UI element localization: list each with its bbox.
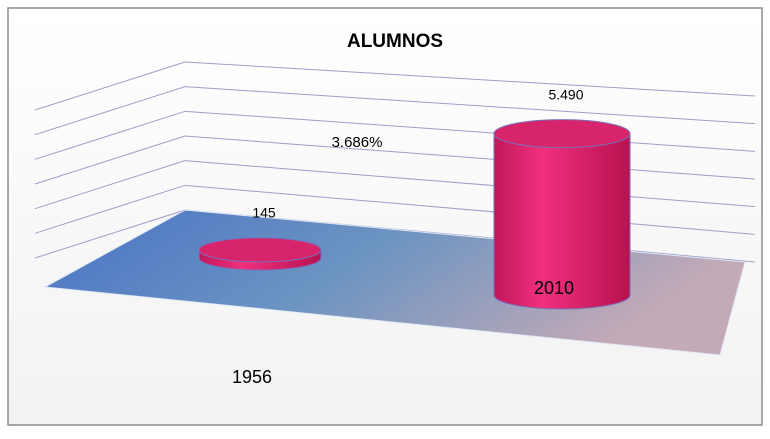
chart-border (7, 7, 763, 426)
x-tick-label: 1956 (232, 367, 272, 387)
cylinder (198, 237, 322, 271)
chart-title: ALUMNOS (347, 31, 443, 52)
value-label: 145 (252, 205, 276, 221)
value-label: 5.490 (548, 86, 583, 102)
x-tick-label: 2010 (534, 278, 574, 298)
annotation: 3.686% (332, 134, 383, 151)
cylinder (493, 119, 631, 310)
cylinder-body (493, 133, 631, 310)
cylinder-top (198, 237, 322, 263)
grid-line (34, 86, 756, 136)
cylinder-top (493, 119, 631, 149)
grid-line (34, 61, 756, 111)
